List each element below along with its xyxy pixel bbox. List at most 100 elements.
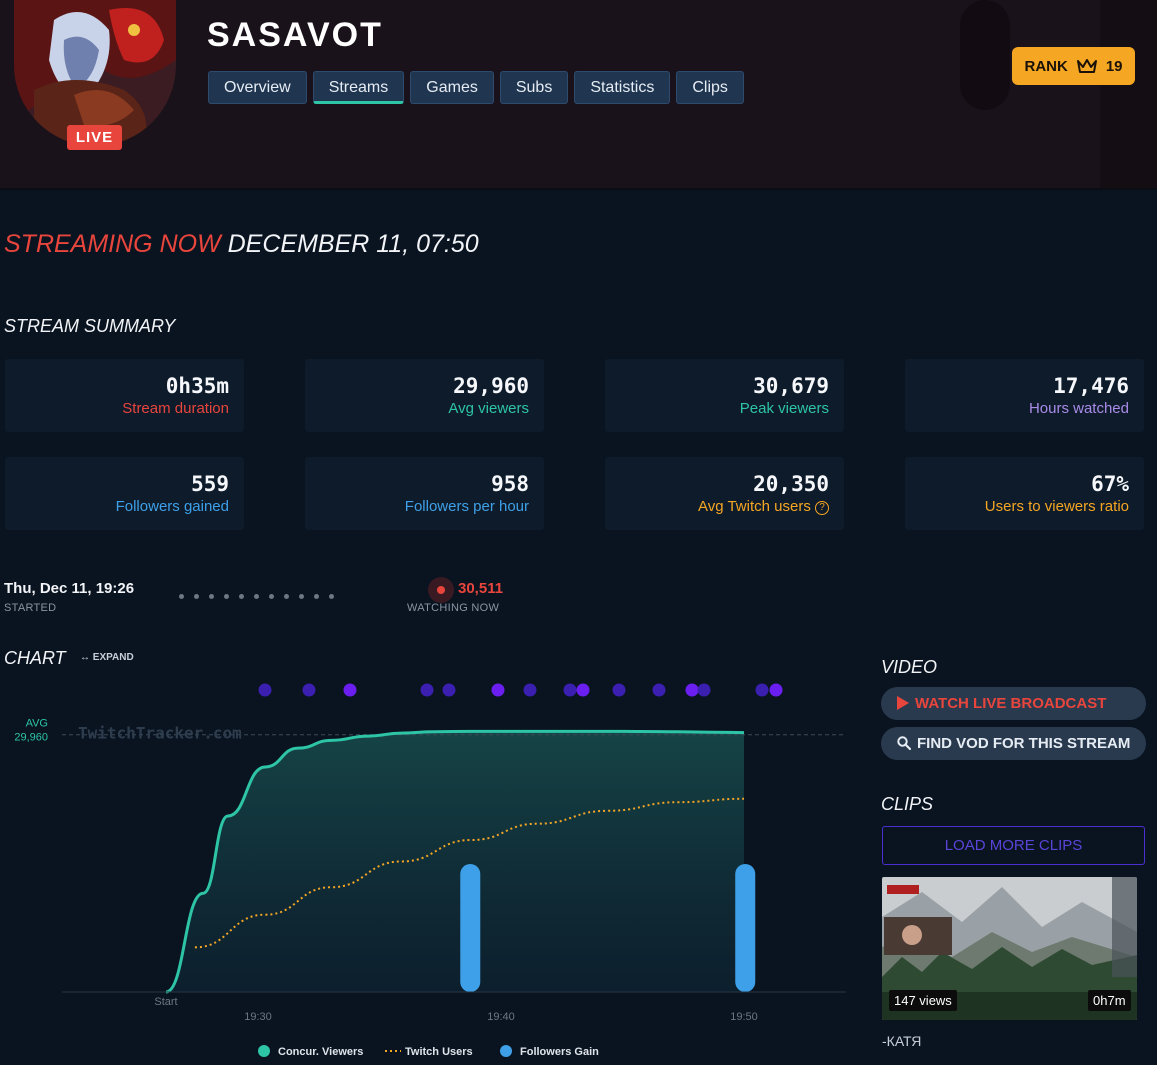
avg-label: AVG bbox=[26, 718, 48, 730]
crown-icon bbox=[1076, 58, 1098, 74]
chat-event-dot bbox=[685, 683, 699, 697]
chat-event-dot bbox=[612, 683, 626, 697]
chart-bars-layer bbox=[460, 864, 756, 992]
timeline-dots bbox=[179, 594, 334, 599]
stat-value: 20,350 bbox=[753, 472, 829, 496]
started-label: STARTED bbox=[4, 602, 57, 614]
timeline-dot bbox=[314, 594, 319, 599]
stat-value: 29,960 bbox=[453, 374, 529, 398]
timeline-dot bbox=[329, 594, 334, 599]
live-badge: LIVE bbox=[67, 125, 122, 150]
x-tick-label: Start bbox=[154, 996, 177, 1008]
stat-value: 17,476 bbox=[1053, 374, 1129, 398]
viewers-area bbox=[166, 731, 744, 992]
stat-card-peak-viewers: 30,679 Peak viewers bbox=[605, 359, 844, 432]
followers-gain-bar bbox=[735, 864, 756, 992]
video-title: VIDEO bbox=[881, 657, 938, 677]
search-icon bbox=[897, 729, 912, 762]
stat-value: 30,679 bbox=[753, 374, 829, 398]
viewers-line bbox=[165, 729, 745, 994]
tab-streams[interactable]: Streams bbox=[312, 71, 405, 104]
started-time: Thu, Dec 11, 19:26 bbox=[4, 580, 135, 597]
chat-event-dot bbox=[576, 683, 590, 697]
chat-event-dot bbox=[563, 683, 577, 697]
channel-name: SASAVOT bbox=[207, 16, 383, 54]
rank-badge[interactable]: RANK 19 bbox=[1012, 47, 1135, 85]
avg-value: 29,960 bbox=[14, 732, 48, 744]
stat-label: Followers gained bbox=[115, 498, 229, 515]
legend-label: Followers Gain bbox=[520, 1046, 599, 1058]
stat-value: 67% bbox=[1091, 472, 1129, 496]
tab-clips[interactable]: Clips bbox=[676, 71, 744, 104]
expand-button[interactable]: ↔ EXPAND bbox=[80, 652, 134, 663]
header-decoration bbox=[960, 0, 1010, 110]
stat-value: 559 bbox=[191, 472, 229, 496]
rank-value: 19 bbox=[1105, 57, 1123, 75]
chat-event-dot bbox=[697, 683, 711, 697]
chart-events-layer bbox=[258, 683, 783, 697]
watch-live-label: WATCH LIVE BROADCAST bbox=[915, 695, 1107, 712]
timeline-dot bbox=[269, 594, 274, 599]
chat-event-dot bbox=[343, 683, 357, 697]
stat-label: Stream duration bbox=[122, 400, 229, 417]
legend-marker bbox=[500, 1045, 512, 1057]
chat-event-dot bbox=[491, 683, 505, 697]
clip-views: 147 views bbox=[889, 990, 957, 1011]
chart-avg-layer: TwitchTracker.com AVG 29,960 bbox=[14, 718, 846, 744]
stat-card-hours-watched: 17,476 Hours watched bbox=[905, 359, 1144, 432]
page-title: STREAMING NOW DECEMBER 11, 07:50 bbox=[4, 230, 479, 259]
stat-label-row: Avg Twitch users ? bbox=[605, 498, 829, 515]
chat-event-dot bbox=[755, 683, 769, 697]
tab-statistics[interactable]: Statistics bbox=[574, 71, 671, 104]
watching-now-label: WATCHING NOW bbox=[407, 602, 500, 614]
x-tick-label: 19:40 bbox=[487, 1011, 515, 1023]
channel-tabs: Overview Streams Games Subs Statistics C… bbox=[208, 71, 744, 104]
chart-legend-layer: Concur. Viewers Twitch Users Followers Gai… bbox=[258, 1045, 599, 1058]
timeline-dot bbox=[194, 594, 199, 599]
clip-duration: 0h7m bbox=[1088, 990, 1131, 1011]
help-icon[interactable]: ? bbox=[815, 501, 829, 515]
chat-event-dot bbox=[523, 683, 537, 697]
clip-title[interactable]: -КАТЯ bbox=[882, 1033, 922, 1049]
chat-event-dot bbox=[258, 683, 272, 697]
chart-axis-layer: Start 19:30 19:40 19:50 bbox=[62, 991, 846, 1023]
stat-label: Peak viewers bbox=[739, 400, 829, 417]
chat-event-dot bbox=[420, 683, 434, 697]
tab-overview[interactable]: Overview bbox=[208, 71, 307, 104]
chat-event-dot bbox=[442, 683, 456, 697]
chart-area-layer bbox=[166, 731, 744, 992]
stream-date: DECEMBER 11, 07:50 bbox=[227, 230, 479, 258]
viewers-chart[interactable]: TwitchTracker.com AVG 29,960 Start 19:30 19:… bbox=[0, 670, 860, 1065]
stat-label: Followers per hour bbox=[404, 498, 529, 515]
summary-title: STREAM SUMMARY bbox=[4, 316, 176, 336]
chart-watermark: TwitchTracker.com bbox=[78, 724, 242, 743]
x-tick-label: 19:50 bbox=[730, 1011, 758, 1023]
play-icon bbox=[897, 689, 909, 722]
tab-subs[interactable]: Subs bbox=[499, 71, 569, 104]
header-decoration bbox=[1100, 0, 1157, 188]
chart-lines-layer bbox=[165, 729, 745, 994]
stat-card-followers-gained: 559 Followers gained bbox=[5, 457, 244, 530]
find-vod-button[interactable]: FIND VOD FOR THIS STREAM bbox=[881, 727, 1146, 760]
timeline-dot bbox=[299, 594, 304, 599]
find-vod-label: FIND VOD FOR THIS STREAM bbox=[917, 735, 1131, 752]
live-indicator-icon bbox=[428, 577, 454, 603]
stat-label: Hours watched bbox=[1028, 400, 1129, 417]
stat-label: Users to viewers ratio bbox=[984, 498, 1129, 515]
watching-now-count: 30,511 bbox=[458, 580, 504, 597]
stat-card-users-ratio: 67% Users to viewers ratio bbox=[905, 457, 1144, 530]
tab-games[interactable]: Games bbox=[410, 71, 494, 104]
legend-label: Concur. Viewers bbox=[278, 1046, 363, 1058]
stat-card-followers-per-hour: 958 Followers per hour bbox=[305, 457, 544, 530]
load-more-clips-button[interactable]: LOAD MORE CLIPS bbox=[882, 826, 1145, 865]
stat-value: 958 bbox=[491, 472, 529, 496]
watch-live-button[interactable]: WATCH LIVE BROADCAST bbox=[881, 687, 1146, 720]
streaming-status: STREAMING NOW bbox=[4, 230, 221, 258]
stat-label: Avg viewers bbox=[448, 400, 529, 417]
x-tick-label: 19:30 bbox=[244, 1011, 272, 1023]
legend-marker bbox=[258, 1045, 270, 1057]
timeline-dot bbox=[209, 594, 214, 599]
rank-label: RANK bbox=[1024, 57, 1068, 75]
stat-card-duration: 0h35m Stream duration bbox=[5, 359, 244, 432]
stat-value: 0h35m bbox=[165, 374, 229, 398]
